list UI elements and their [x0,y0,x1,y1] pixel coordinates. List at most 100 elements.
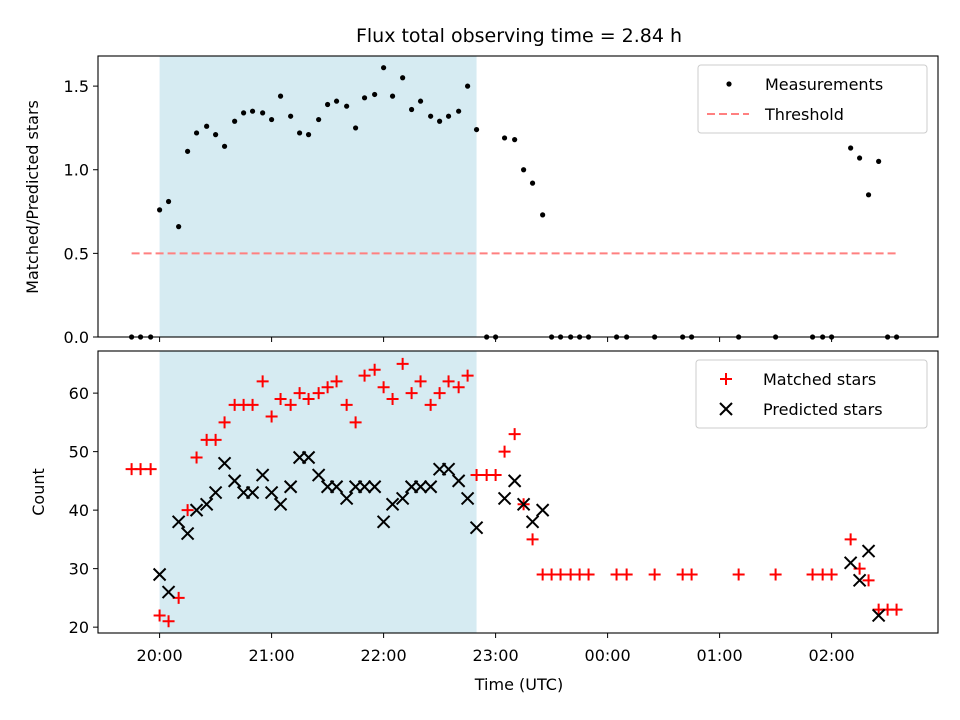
predicted-stars-point [861,544,876,558]
measurement-point [157,207,163,213]
measurement-point [381,65,387,71]
matched-stars-point [190,451,203,464]
matched-stars-point [452,381,465,394]
count-series [125,357,903,628]
matched-stars-point [620,568,633,581]
matched-stars-point [610,568,623,581]
measurement-point [249,108,256,114]
measurement-point [297,130,303,136]
matched-stars-point [405,387,418,400]
predicted-stars-point [451,474,466,488]
predicted-stars-point [871,608,886,623]
measurement-point [269,116,275,123]
measurement-point [325,101,331,108]
matched-stars-point [321,381,334,394]
matched-stars-point [844,533,857,546]
matched-stars-point [424,398,437,411]
measurement-point [316,116,322,123]
legend-threshold-label: Threshold [764,105,844,124]
predicted-stars-point [339,491,354,506]
y-tick-label: 60 [69,384,89,403]
measurement-point [333,98,340,104]
legend-measurements-label: Measurements [765,75,883,94]
matched-stars-point [284,398,297,411]
matched-stars-point [825,568,838,581]
matched-stars-point [554,568,567,581]
matched-stars-point [162,615,175,628]
count-legend: Matched stars Predicted stars [695,359,928,429]
matched-stars-point [358,369,371,382]
predicted-stars-point [180,526,195,541]
predicted-stars-point [152,567,167,582]
matched-stars-point [442,375,455,388]
measurement-point [501,135,508,141]
measurement-point [165,198,172,205]
x-axis-label: Time (UTC) [474,675,563,694]
predicted-stars-point [516,497,531,511]
predicted-stars-point [385,497,400,511]
ratio-panel: 0.0 0.5 1.0 1.5 Matched/Predicted stars Mea… [23,55,939,347]
measurement-point [372,91,378,98]
predicted-stars-point [255,468,270,482]
measurement-point [865,192,872,198]
measurement-point [409,106,415,113]
measurement-point [305,132,312,138]
matched-stars-point [489,469,502,482]
predicted-stars-point [460,491,475,506]
matched-stars-point [396,357,409,370]
legend-matched-label: Matched stars [763,370,876,389]
count-plot-frame [97,350,939,634]
matched-stars-point [769,568,782,581]
predicted-stars-point [227,474,242,488]
measurement-point [193,130,200,136]
predicted-stars-point [376,515,391,529]
y-tick-label: 30 [69,560,89,579]
measurement-point [521,167,527,173]
predicted-stars-point [208,485,223,500]
predicted-stars-point [469,520,484,535]
matched-stars-point [246,398,259,411]
matched-stars-point [368,363,381,376]
ratio-y-axis-label: Matched/Predicted stars [23,100,42,294]
matched-stars-point [209,433,222,446]
matched-stars-point [181,504,194,517]
matched-stars-point [508,428,521,441]
measurement-point [857,155,863,161]
measurement-point [204,123,210,129]
chart-title: Flux total observing time = 2.84 h [356,25,682,47]
measurement-point [185,148,191,154]
y-tick-label: 0.5 [64,244,89,263]
measurement-point [456,108,462,114]
x-tick-label: 01:00 [697,646,743,665]
measurement-point [260,110,266,116]
predicted-stars-point [217,456,232,471]
measurement-point [400,75,406,81]
measurement-point [437,118,443,124]
x-tick-label: 20:00 [137,646,183,665]
matched-stars-point [890,603,903,616]
matched-stars-point [293,387,306,400]
predicted-stars-point [301,450,316,465]
measurement-point [232,118,238,124]
measurement-point [213,132,219,138]
predicted-stars-point [843,556,858,570]
matched-stars-point [461,369,474,382]
y-tick-label: 40 [69,501,89,520]
predicted-stars-point [199,497,214,511]
count-y-axis-label: Count [29,468,48,516]
measurement-point [540,212,546,218]
predicted-stars-point [189,503,204,517]
matched-stars-point [862,574,875,587]
y-tick-label: 0.0 [64,328,89,347]
predicted-stars-point [441,462,456,476]
count-legend-box [695,359,928,429]
y-tick-label: 1.0 [64,161,89,180]
matched-stars-point [806,568,819,581]
predicted-stars-point [283,480,298,494]
measurement-point [288,113,294,119]
predicted-stars-point [311,468,326,482]
count-y-ticks: 20 30 40 50 60 [69,384,98,637]
predicted-stars-point [264,485,279,500]
measurement-point [221,143,228,149]
matched-stars-point [732,568,745,581]
